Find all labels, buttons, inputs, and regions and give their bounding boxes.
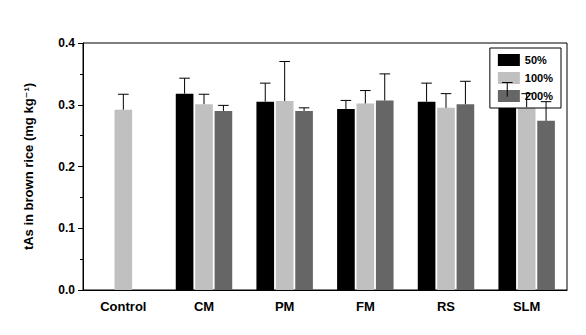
svg-text:RS: RS: [437, 299, 455, 314]
svg-text:0.0: 0.0: [58, 283, 75, 297]
svg-text:tAs in brown rice (mg kg⁻¹): tAs in brown rice (mg kg⁻¹): [21, 83, 36, 250]
svg-text:0.3: 0.3: [58, 98, 75, 112]
svg-text:PM: PM: [275, 299, 295, 314]
svg-text:0.1: 0.1: [58, 221, 75, 235]
svg-text:50%: 50%: [525, 54, 547, 66]
svg-text:Control: Control: [100, 299, 146, 314]
svg-text:FM: FM: [356, 299, 375, 314]
svg-text:CM: CM: [194, 299, 214, 314]
svg-text:200%: 200%: [525, 90, 553, 102]
svg-text:SLM: SLM: [513, 299, 540, 314]
svg-text:0.2: 0.2: [58, 160, 75, 174]
svg-text:0.4: 0.4: [58, 36, 75, 50]
svg-text:100%: 100%: [525, 72, 553, 84]
